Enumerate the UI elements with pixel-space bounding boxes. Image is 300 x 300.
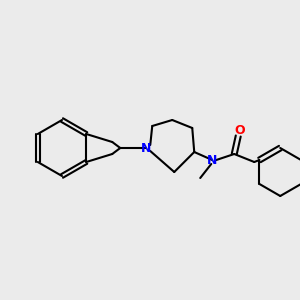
Text: N: N [207, 154, 217, 166]
Text: N: N [141, 142, 152, 154]
Text: O: O [234, 124, 244, 137]
